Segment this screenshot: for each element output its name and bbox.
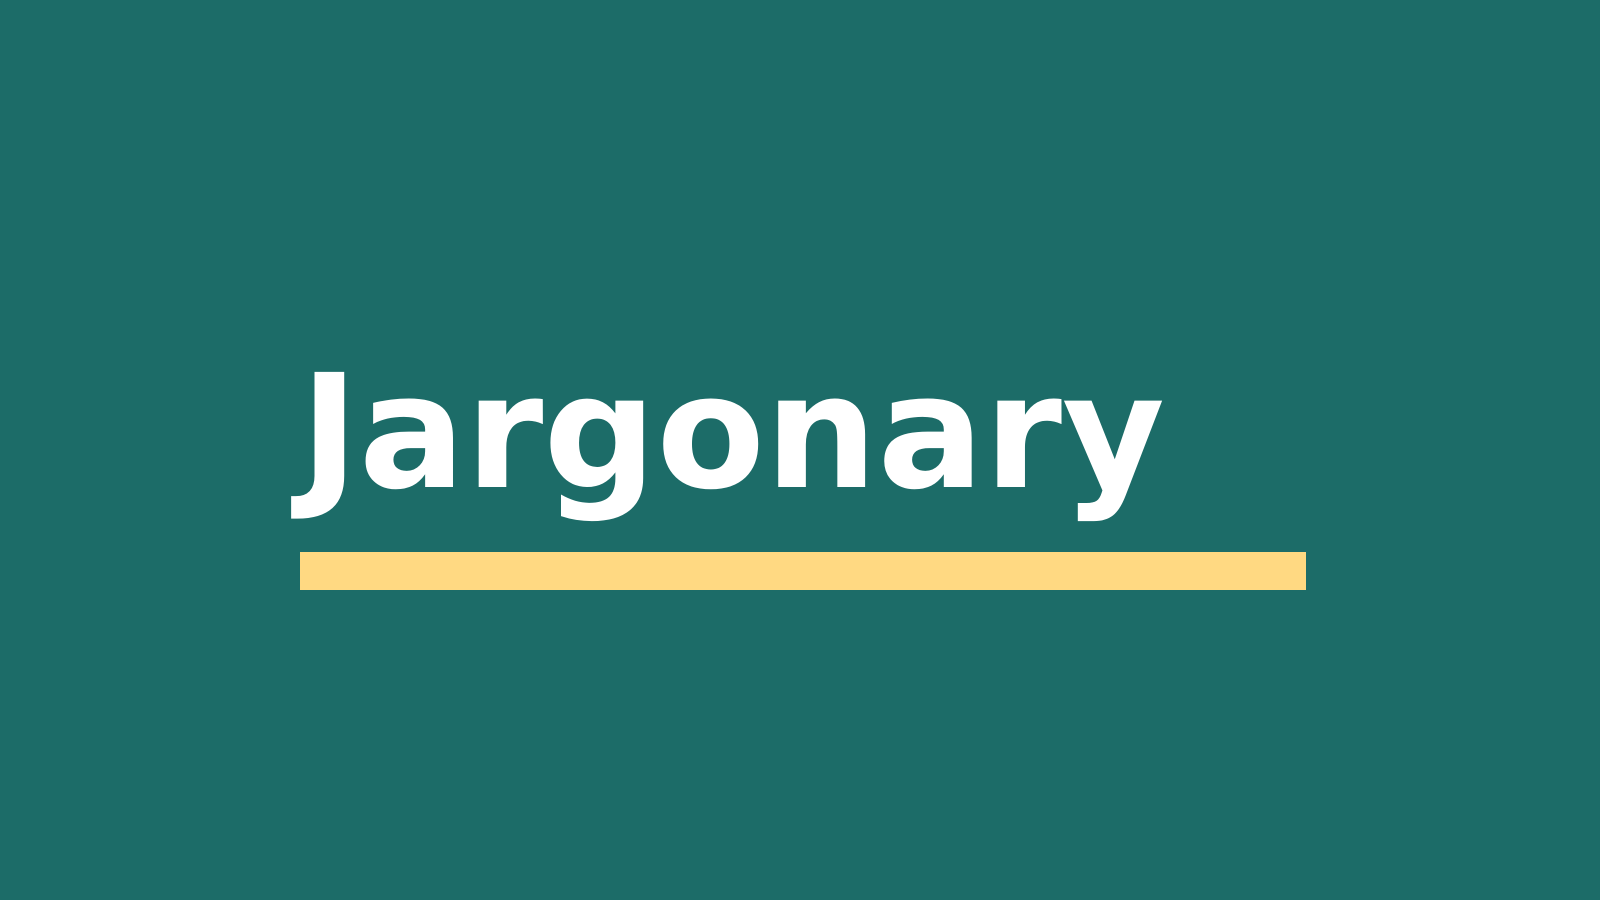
logo-lockup: Jargonary: [300, 318, 1306, 590]
wordmark: Jargonary: [300, 341, 1165, 525]
wordmark-underline: [300, 552, 1306, 590]
